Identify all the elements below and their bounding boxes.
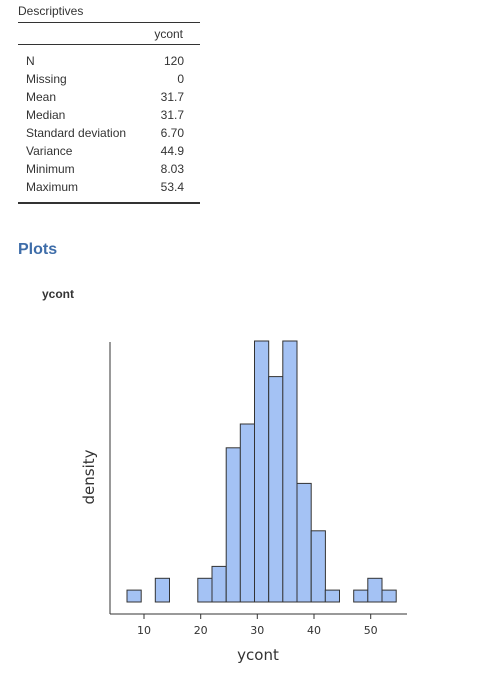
x-tick-label: 50	[364, 624, 378, 637]
table-row-maximum: Maximum 53.4	[18, 178, 200, 196]
histogram-bar	[211, 565, 227, 603]
table-row-n: N 120	[18, 52, 200, 70]
row-value: 120	[163, 54, 184, 68]
histogram-bar	[154, 577, 171, 603]
row-label: Maximum	[26, 180, 79, 194]
histogram-bar	[310, 530, 326, 603]
plot-variable-title: ycont	[42, 287, 75, 301]
row-label: Variance	[26, 144, 73, 158]
x-tick-label: 30	[250, 624, 264, 637]
histogram-bar	[239, 423, 256, 603]
row-value: 6.70	[160, 126, 184, 140]
descriptives-title: Descriptives	[18, 4, 84, 18]
y-axis-label: density	[80, 449, 98, 504]
table-row-median: Median 31.7	[18, 106, 200, 124]
row-label: Mean	[26, 90, 57, 104]
row-label: Standard deviation	[26, 126, 127, 140]
row-value: 0	[177, 72, 184, 86]
histogram-bar	[126, 589, 142, 603]
x-tick-label: 40	[307, 624, 321, 637]
histogram-bar	[282, 340, 298, 603]
row-label: Median	[26, 108, 66, 122]
row-label: Missing	[26, 72, 67, 86]
row-value: 31.7	[160, 90, 184, 104]
table-row-mean: Mean 31.7	[18, 88, 200, 106]
column-header-ycont: ycont	[154, 27, 183, 41]
row-label: N	[26, 54, 35, 68]
x-axis-label: ycont	[237, 646, 279, 664]
x-axis-ticks: 10 20 30 40 50	[137, 614, 378, 637]
row-label: Minimum	[26, 162, 75, 176]
x-tick-label: 10	[137, 624, 151, 637]
histogram-bar	[296, 482, 312, 603]
plots-heading: Plots	[18, 241, 58, 258]
histogram-bar	[197, 577, 213, 603]
row-value: 31.7	[160, 108, 184, 122]
table-row-missing: Missing 0	[18, 70, 200, 88]
histogram-chart: 10 20 30 40 50 ycont density	[80, 340, 407, 664]
histogram-bar	[254, 340, 270, 603]
row-value: 53.4	[160, 180, 184, 194]
histogram-bar	[367, 577, 383, 603]
x-tick-label: 20	[194, 624, 208, 637]
histogram-bar	[268, 376, 284, 603]
histogram-bar	[353, 589, 369, 603]
table-row-sd: Standard deviation 6.70	[18, 124, 200, 142]
histogram-bars	[126, 340, 397, 603]
table-row-minimum: Minimum 8.03	[18, 160, 200, 178]
descriptives-header-row: ycont	[18, 23, 200, 45]
descriptives-table: ycont N 120 Missing 0 Mean 31.7 Median 3…	[18, 22, 200, 204]
table-row-variance: Variance 44.9	[18, 142, 200, 160]
row-value: 44.9	[160, 144, 184, 158]
histogram-bar	[381, 589, 397, 603]
descriptives-rows: N 120 Missing 0 Mean 31.7 Median 31.7 St…	[18, 45, 200, 202]
histogram-bar	[324, 589, 340, 603]
histogram-bar	[225, 447, 241, 603]
row-value: 8.03	[160, 162, 184, 176]
